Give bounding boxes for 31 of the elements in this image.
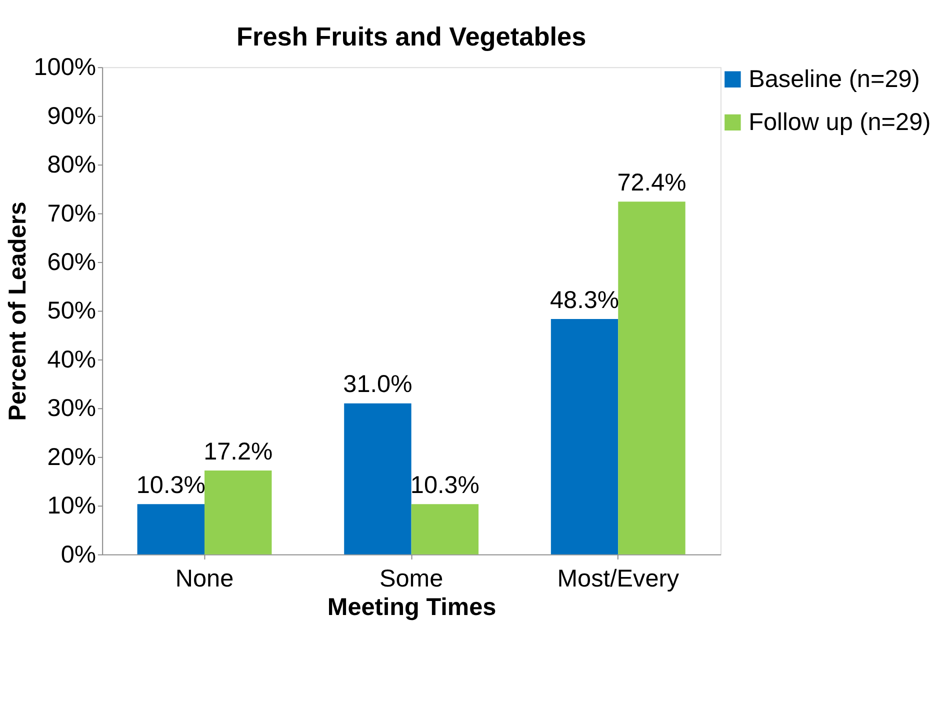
x-axis-title: Meeting Times [327, 594, 496, 621]
x-tick-label: None [175, 566, 234, 593]
data-label: 10.3% [410, 472, 480, 499]
y-tick-label: 20% [47, 444, 96, 471]
data-label: 10.3% [136, 472, 206, 499]
y-tick-label: 30% [47, 395, 96, 422]
y-tick-label: 10% [47, 492, 96, 520]
bar [618, 202, 686, 554]
y-tick-label: 0% [60, 541, 96, 568]
y-tick-label: 50% [47, 298, 96, 325]
data-label: 31.0% [343, 371, 412, 398]
bar [550, 319, 618, 554]
y-tick-label: 60% [47, 249, 96, 276]
y-tick-label: 40% [47, 346, 96, 374]
data-label: 72.4% [617, 169, 686, 196]
bar [344, 403, 412, 554]
y-tick-label: 100% [34, 54, 96, 82]
data-label: 17.2% [204, 438, 273, 466]
chart-title: Fresh Fruits and Vegetables [236, 22, 586, 52]
data-label: 48.3% [550, 286, 620, 314]
y-axis-title: Percent of Leaders [4, 202, 32, 421]
bar [411, 504, 479, 554]
x-tick-label: Some [379, 566, 444, 593]
legend-label: Follow up (n=29) [748, 108, 931, 136]
legend-label: Baseline (n=29) [748, 66, 920, 93]
y-tick-label: 90% [47, 102, 96, 130]
bar [137, 504, 204, 554]
x-tick-label: Most/Every [557, 566, 680, 593]
bar [204, 470, 272, 554]
y-tick-label: 70% [47, 200, 96, 228]
y-tick-label: 80% [47, 152, 96, 179]
